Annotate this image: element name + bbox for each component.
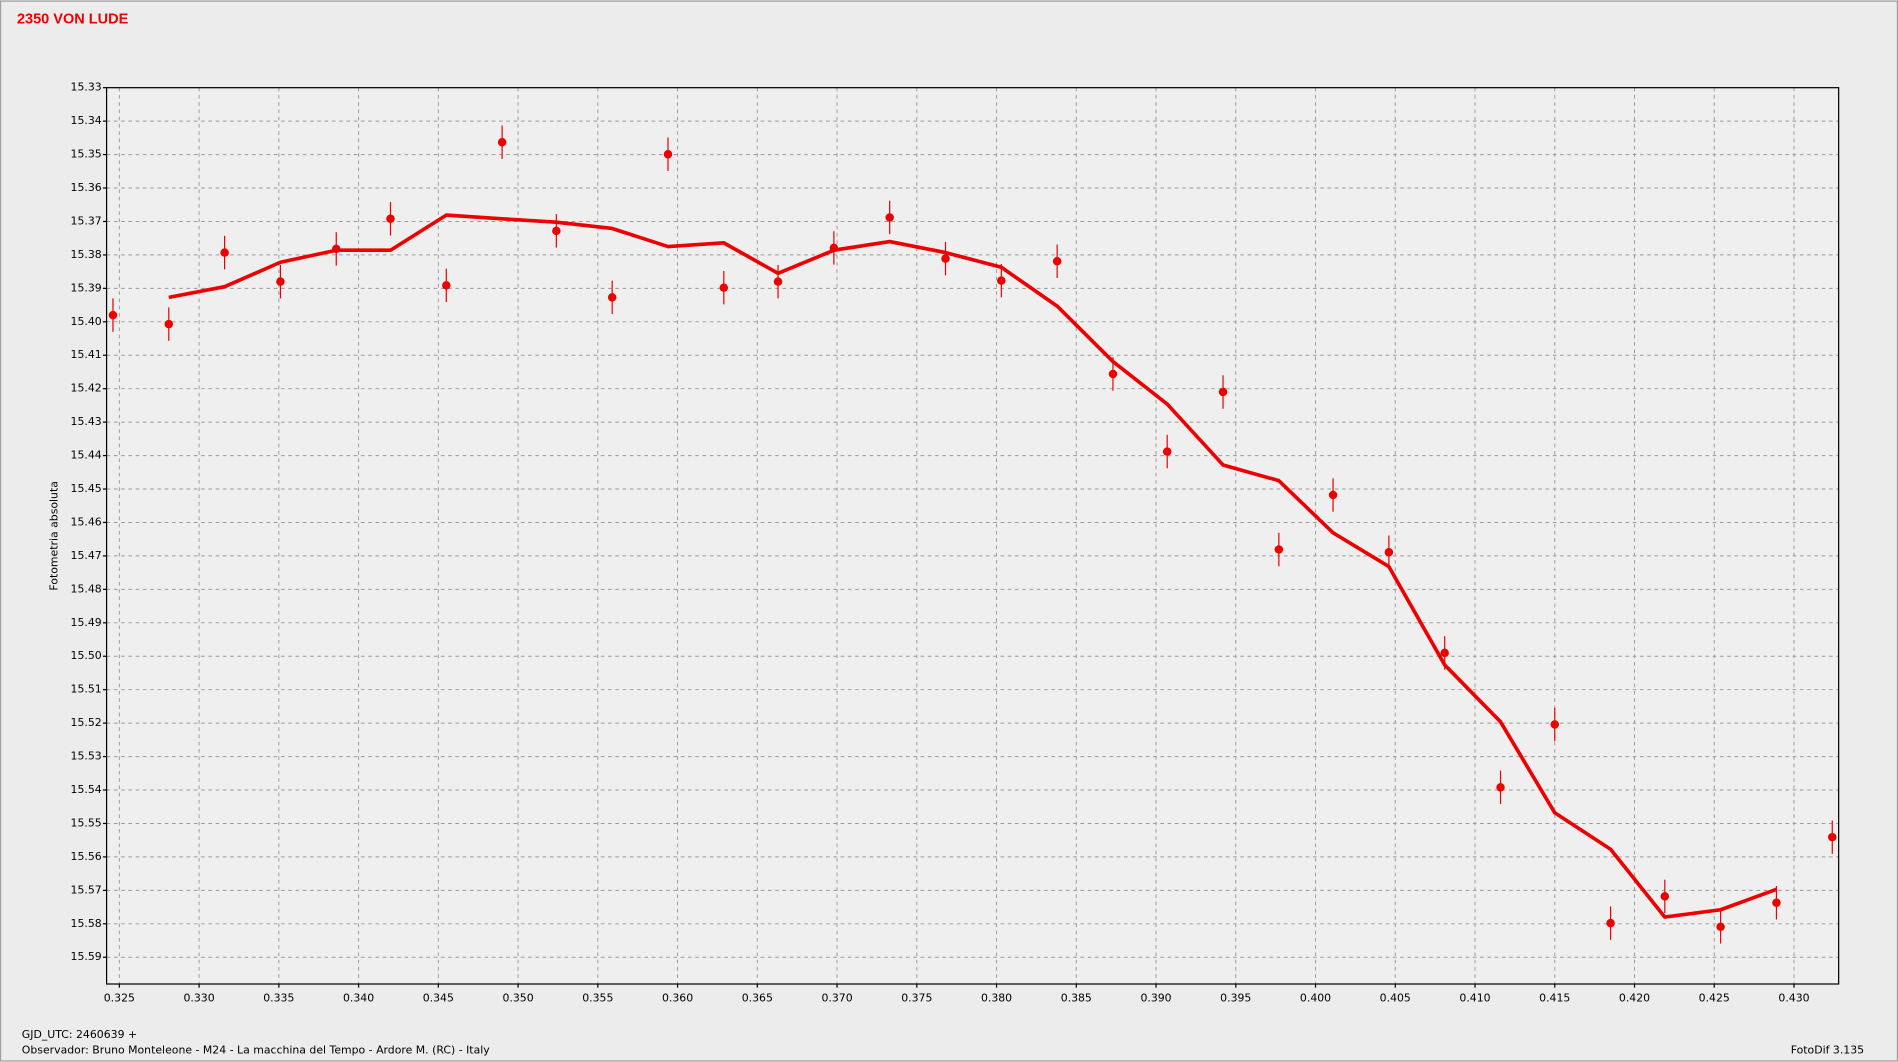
data-point (1716, 922, 1725, 932)
data-point (1108, 369, 1118, 379)
y-tick-label: 15.59 (71, 950, 102, 963)
y-tick-label: 15.39 (71, 281, 102, 294)
x-tick-label: 0.375 (901, 992, 932, 1005)
data-point (1660, 892, 1670, 901)
x-tick-label: 0.430 (1778, 992, 1809, 1005)
x-tick-label: 0.400 (1300, 992, 1331, 1005)
data-point (164, 319, 174, 329)
x-tick-label: 0.350 (502, 992, 533, 1005)
data-point (607, 293, 617, 302)
x-tick-label: 0.395 (1220, 992, 1251, 1005)
footer-observer: Observador: Bruno Monteleone - M24 - La … (22, 1044, 490, 1057)
x-tick-label: 0.335 (263, 992, 294, 1005)
x-tick-label: 0.330 (183, 992, 214, 1005)
data-point (1496, 783, 1505, 792)
data-point (773, 277, 783, 286)
y-tick-label: 15.40 (71, 315, 102, 328)
y-tick-label: 15.47 (71, 549, 102, 562)
x-tick-label: 0.365 (742, 992, 773, 1005)
y-tick-label: 15.46 (71, 515, 102, 528)
data-point (663, 150, 673, 159)
x-tick-label: 0.370 (821, 992, 852, 1005)
y-tick-label: 15.50 (71, 649, 102, 662)
data-point (1274, 545, 1284, 554)
y-tick-label: 15.44 (71, 449, 102, 462)
data-point (1052, 257, 1062, 266)
data-point (386, 214, 395, 224)
y-tick-label: 15.53 (71, 750, 102, 763)
y-tick-label: 15.56 (71, 850, 102, 863)
y-tick-label: 15.45 (71, 482, 102, 495)
plot-area (106, 87, 1839, 985)
y-tick-label: 15.54 (71, 783, 102, 796)
data-point (1328, 490, 1338, 500)
data-point (497, 137, 507, 147)
data-point (1828, 832, 1837, 842)
data-point (997, 276, 1006, 285)
x-tick-label: 0.325 (104, 992, 135, 1005)
y-tick-label: 15.55 (71, 816, 102, 829)
y-tick-label: 15.52 (71, 716, 102, 729)
data-point (108, 310, 118, 320)
fit-line (168, 213, 1778, 919)
y-tick-label: 15.37 (71, 214, 102, 227)
y-tick-label: 15.58 (71, 917, 102, 930)
x-tick-label: 0.355 (582, 992, 613, 1005)
footer-gjd: GJD_UTC: 2460639 + (22, 1028, 137, 1041)
data-point (1440, 648, 1449, 658)
data-point (276, 277, 285, 286)
x-tick-label: 0.340 (343, 992, 374, 1005)
y-tick-label: 15.48 (71, 582, 102, 595)
y-tick-label: 15.35 (71, 148, 102, 161)
x-tick-label: 0.415 (1539, 992, 1570, 1005)
plot-border (105, 87, 1840, 985)
x-tick-label: 0.420 (1619, 992, 1650, 1005)
y-tick-label: 15.33 (71, 81, 102, 94)
chart-title: 2350 VON LUDE (17, 12, 129, 28)
y-tick-label: 15.42 (71, 382, 102, 395)
y-axis-label: Fotometria absoluta (48, 481, 61, 591)
data-point (1550, 720, 1559, 729)
x-tick-label: 0.380 (981, 992, 1012, 1005)
x-tick-label: 0.360 (662, 992, 693, 1005)
y-tick-label: 15.36 (71, 181, 102, 194)
x-tick-label: 0.410 (1459, 992, 1490, 1005)
y-tick-label: 15.57 (71, 883, 102, 896)
data-point (442, 281, 451, 290)
footer-version: FotoDif 3.135 (1791, 1044, 1864, 1057)
x-tick-label: 0.385 (1061, 992, 1092, 1005)
y-tick-label: 15.49 (71, 616, 102, 629)
data-point (1772, 898, 1781, 907)
y-tick-label: 15.41 (71, 348, 102, 361)
y-tick-label: 15.43 (71, 415, 102, 428)
data-point (1606, 918, 1615, 928)
y-tick-label: 15.51 (71, 683, 102, 696)
data-point (941, 254, 950, 263)
data-point (885, 213, 894, 222)
x-tick-label: 0.345 (423, 992, 454, 1005)
data-point (1384, 547, 1394, 557)
data-point (1162, 447, 1172, 456)
x-tick-label: 0.390 (1140, 992, 1171, 1005)
data-point (220, 248, 229, 257)
y-tick-label: 15.34 (71, 114, 102, 127)
data-point (719, 283, 729, 292)
x-tick-label: 0.405 (1380, 992, 1411, 1005)
x-tick-label: 0.425 (1699, 992, 1730, 1005)
data-point (1218, 387, 1228, 397)
data-point (552, 226, 561, 236)
y-tick-label: 15.38 (71, 248, 102, 261)
